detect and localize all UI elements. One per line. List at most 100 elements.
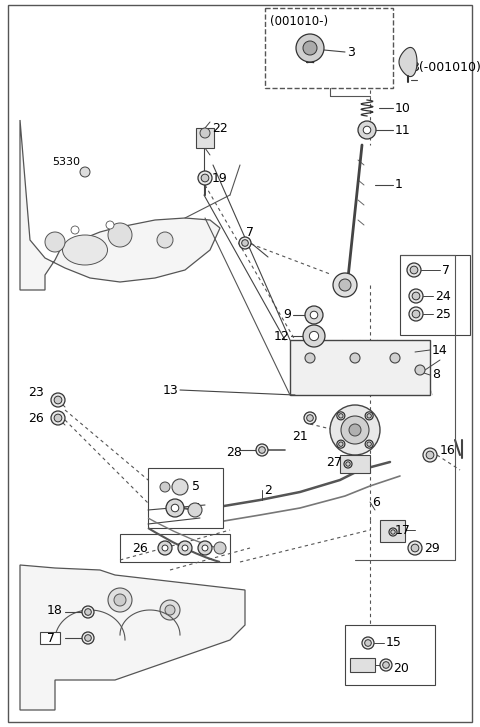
Circle shape: [201, 174, 209, 182]
Text: 19: 19: [212, 172, 228, 185]
Circle shape: [412, 310, 420, 318]
Text: 9: 9: [283, 308, 291, 321]
Circle shape: [171, 505, 179, 512]
Text: 10: 10: [395, 102, 411, 114]
Circle shape: [178, 541, 192, 555]
Circle shape: [350, 353, 360, 363]
Text: 26: 26: [132, 542, 148, 555]
Text: 5: 5: [192, 481, 200, 494]
Circle shape: [303, 41, 317, 55]
Circle shape: [365, 440, 373, 448]
Circle shape: [344, 460, 352, 468]
Text: 8: 8: [432, 369, 440, 382]
Circle shape: [380, 659, 392, 671]
Circle shape: [54, 396, 62, 404]
Circle shape: [114, 594, 126, 606]
Text: 17: 17: [395, 523, 411, 537]
Circle shape: [160, 482, 170, 492]
Text: 7: 7: [246, 225, 254, 238]
Circle shape: [259, 446, 265, 454]
Circle shape: [256, 444, 268, 456]
Bar: [196, 128, 214, 148]
Circle shape: [82, 632, 94, 644]
Text: 27: 27: [326, 456, 342, 468]
Text: 16: 16: [440, 443, 456, 457]
Text: 23: 23: [28, 387, 44, 400]
Circle shape: [337, 440, 345, 448]
Polygon shape: [20, 120, 220, 290]
Circle shape: [188, 503, 202, 517]
Circle shape: [108, 223, 132, 247]
Text: 3(-001010): 3(-001010): [411, 62, 480, 74]
Circle shape: [157, 232, 173, 248]
Polygon shape: [399, 47, 417, 76]
Circle shape: [407, 263, 421, 277]
Bar: [340, 455, 370, 473]
Text: (001010-): (001010-): [270, 15, 328, 28]
Circle shape: [358, 121, 376, 139]
Text: 7: 7: [47, 632, 55, 645]
Text: 12: 12: [273, 329, 289, 342]
Circle shape: [408, 541, 422, 555]
Text: 13: 13: [162, 384, 178, 396]
Circle shape: [333, 273, 357, 297]
Circle shape: [367, 442, 372, 446]
Text: 24: 24: [435, 289, 451, 302]
Circle shape: [337, 412, 345, 420]
Text: 4: 4: [192, 502, 200, 515]
Circle shape: [339, 414, 343, 418]
Text: 29: 29: [424, 542, 440, 555]
Circle shape: [390, 353, 400, 363]
Circle shape: [158, 541, 172, 555]
Circle shape: [242, 240, 248, 246]
Text: 21: 21: [292, 430, 308, 443]
Circle shape: [363, 126, 371, 134]
Circle shape: [310, 332, 319, 341]
Circle shape: [51, 411, 65, 425]
Circle shape: [172, 479, 188, 495]
Circle shape: [214, 542, 226, 554]
Bar: [148, 468, 223, 528]
Circle shape: [415, 365, 425, 375]
Text: 26: 26: [28, 411, 44, 425]
Circle shape: [310, 311, 318, 318]
Circle shape: [305, 353, 315, 363]
Circle shape: [383, 662, 389, 668]
Text: 5330: 5330: [52, 157, 80, 167]
Circle shape: [367, 414, 372, 418]
Circle shape: [411, 544, 419, 552]
Text: 15: 15: [386, 637, 402, 649]
Circle shape: [362, 637, 374, 649]
Text: 28: 28: [226, 446, 242, 459]
Circle shape: [160, 600, 180, 620]
Bar: [265, 8, 393, 88]
Circle shape: [412, 292, 420, 300]
Circle shape: [391, 530, 395, 534]
Circle shape: [426, 451, 434, 459]
Text: 3: 3: [347, 46, 355, 58]
Circle shape: [423, 448, 437, 462]
Circle shape: [166, 499, 184, 517]
Circle shape: [106, 221, 114, 229]
Bar: [345, 625, 435, 685]
Circle shape: [200, 128, 210, 138]
Circle shape: [305, 306, 323, 324]
Circle shape: [202, 545, 208, 551]
Text: 7: 7: [442, 263, 450, 276]
Circle shape: [296, 34, 324, 62]
Bar: [400, 255, 470, 335]
Circle shape: [304, 412, 316, 424]
Bar: [290, 340, 430, 395]
Circle shape: [330, 405, 380, 455]
Circle shape: [409, 289, 423, 303]
Circle shape: [182, 545, 188, 551]
Bar: [120, 534, 230, 562]
Circle shape: [409, 307, 423, 321]
Circle shape: [341, 416, 369, 444]
Text: 14: 14: [432, 343, 448, 356]
Circle shape: [239, 237, 251, 249]
Circle shape: [84, 635, 91, 641]
Circle shape: [339, 279, 351, 291]
Circle shape: [82, 606, 94, 618]
Text: 2: 2: [264, 483, 272, 497]
